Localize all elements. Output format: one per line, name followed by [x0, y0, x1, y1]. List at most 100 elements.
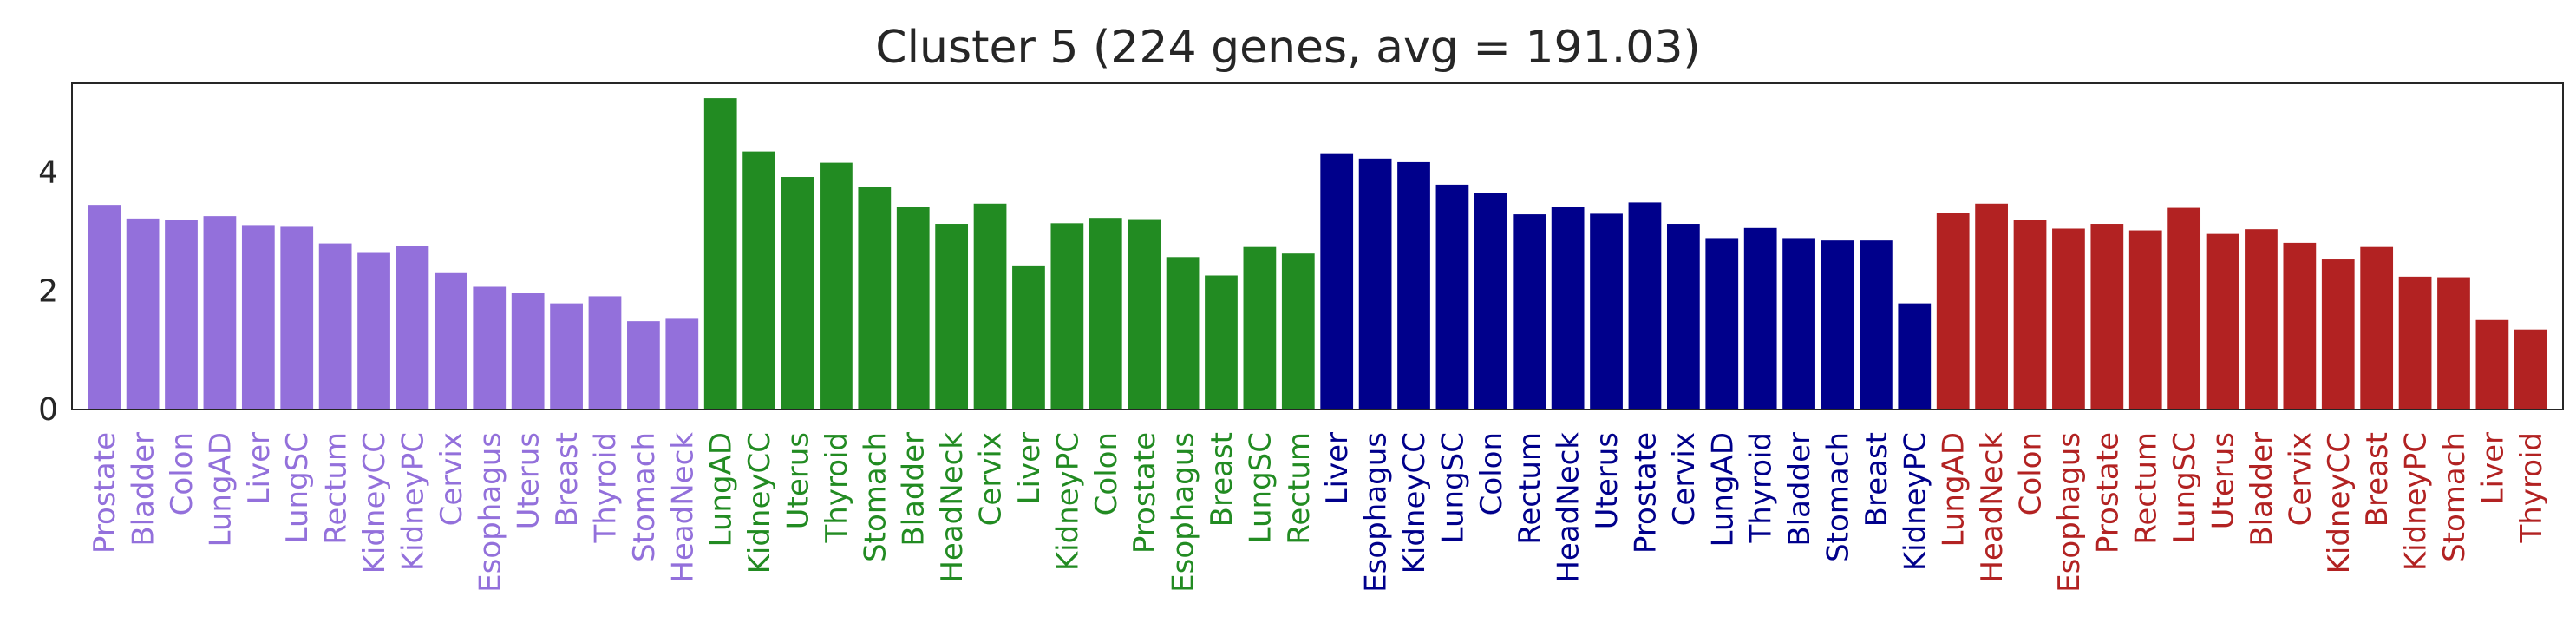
bar	[820, 162, 853, 410]
x-tick-label: LungSC	[1435, 432, 1470, 543]
bar	[781, 177, 814, 410]
bar	[1975, 203, 2008, 410]
bar	[396, 246, 429, 410]
bars-group	[88, 98, 2547, 410]
x-tick-labels: Prostate Bladder Colon LungAD Liver LungSC Rec…	[88, 432, 2549, 593]
x-tick-label: Cervix	[2283, 432, 2318, 526]
bar	[88, 205, 121, 410]
x-tick-label: Stomach	[1821, 432, 1855, 562]
y-tick-label: 0	[38, 392, 58, 428]
x-tick-label: Rectum	[1513, 432, 1547, 545]
chart-title: Cluster 5 (224 genes, avg = 191.03)	[875, 22, 1700, 74]
x-tick-label: Prostate	[2090, 432, 2125, 554]
bar	[1474, 193, 1507, 410]
x-tick-label: Breast	[2360, 432, 2395, 527]
x-tick-label: Stomach	[2437, 432, 2472, 562]
bar	[473, 286, 507, 410]
x-tick-label: KidneyCC	[1397, 432, 1432, 574]
bar	[2360, 246, 2394, 410]
bar	[2167, 207, 2201, 410]
bar	[1089, 218, 1122, 410]
x-tick-label: Prostate	[1128, 432, 1162, 554]
bar	[1513, 214, 1546, 410]
bar	[1205, 275, 1238, 410]
x-tick-label: LungAD	[203, 432, 238, 547]
x-tick-label: Uterus	[1590, 432, 1625, 529]
bar	[1743, 227, 1777, 410]
x-tick-label: Bladder	[1782, 432, 1817, 547]
x-tick-label: Uterus	[512, 432, 546, 529]
x-tick-label: HeadNeck	[665, 432, 700, 583]
bar	[1050, 223, 1084, 410]
bar	[2514, 329, 2547, 410]
x-tick-label: LungSC	[2167, 432, 2202, 543]
bar	[935, 224, 969, 410]
bar	[2437, 277, 2470, 410]
bar	[318, 243, 352, 410]
x-tick-label: Bladder	[897, 432, 932, 547]
bar	[203, 216, 237, 410]
bar	[357, 252, 390, 410]
bar	[1166, 257, 1200, 410]
x-tick-label: KidneyPC	[396, 432, 430, 571]
x-tick-label: Cervix	[974, 432, 1009, 526]
bar	[126, 218, 160, 410]
x-tick-label: Rectum	[319, 432, 354, 545]
bar	[627, 321, 660, 410]
bar	[1358, 158, 1392, 410]
x-tick-label: Thyroid	[588, 432, 623, 544]
bar	[896, 207, 930, 410]
bar	[1551, 207, 1585, 410]
bar	[434, 272, 467, 410]
bar	[2052, 228, 2085, 410]
bar	[2090, 224, 2124, 410]
x-tick-label: Esophagus	[2052, 432, 2087, 593]
bar	[1898, 303, 1932, 410]
x-tick-label: Liver	[2475, 432, 2510, 504]
x-tick-label: KidneyPC	[1898, 432, 1932, 571]
bar	[2475, 319, 2509, 410]
x-tick-label: LungAD	[704, 432, 739, 547]
bar	[1628, 202, 1662, 410]
x-tick-label: HeadNeck	[1975, 432, 2010, 583]
bar	[1281, 253, 1315, 410]
x-tick-label: Esophagus	[473, 432, 507, 593]
x-tick-label: Esophagus	[1167, 432, 1201, 593]
bar	[511, 293, 545, 410]
x-tick-label: Prostate	[1628, 432, 1663, 554]
bar	[1705, 238, 1739, 410]
bar	[742, 151, 775, 410]
x-tick-label: Colon	[1474, 432, 1509, 515]
bar	[165, 220, 198, 410]
x-tick-label: Thyroid	[1744, 432, 1779, 544]
x-tick-label: HeadNeck	[935, 432, 970, 583]
bar	[2013, 220, 2047, 410]
bar	[2128, 230, 2162, 410]
x-tick-label: KidneyPC	[1050, 432, 1085, 571]
x-tick-label: LungSC	[280, 432, 315, 543]
y-tick-label: 2	[38, 273, 58, 309]
bar	[1128, 219, 1161, 410]
bar	[2245, 229, 2278, 410]
x-tick-label: Stomach	[627, 432, 662, 562]
y-tick-label: 4	[38, 155, 58, 191]
bar	[1821, 240, 1854, 410]
x-tick-label: Prostate	[88, 432, 122, 554]
bar	[2321, 259, 2355, 410]
x-tick-label: Breast	[550, 432, 585, 527]
bar	[1243, 246, 1277, 410]
bar	[1397, 161, 1430, 410]
bar	[2398, 276, 2432, 410]
x-tick-label: LungSC	[1243, 432, 1278, 543]
x-tick-label: LungAD	[1937, 432, 1971, 547]
bar	[1860, 240, 1893, 410]
x-tick-label: Bladder	[2245, 432, 2279, 547]
bar	[550, 303, 583, 410]
x-tick-label: Rectum	[2129, 432, 2164, 545]
bar	[241, 225, 275, 410]
x-tick-label: Thyroid	[820, 432, 854, 544]
x-tick-label: LungAD	[1705, 432, 1740, 547]
bar	[1590, 213, 1623, 410]
